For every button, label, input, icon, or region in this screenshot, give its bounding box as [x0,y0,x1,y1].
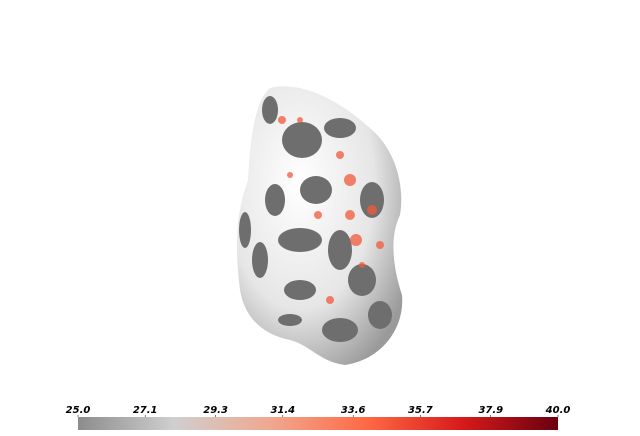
sulci [239,96,392,342]
tick-label: 29.3 [203,405,228,416]
tick-label: 35.7 [408,405,433,416]
tick-label: 27.1 [133,405,158,416]
tick-label: 40.0 [545,405,571,416]
tick-label: 25.0 [66,405,91,416]
brain-render [236,86,403,365]
activation-spots [278,116,384,304]
tick-label: 33.6 [341,405,366,416]
tick-label: 31.4 [270,405,295,416]
tick-label: 37.9 [478,405,503,416]
colorbar: 25.0 27.1 29.3 31.4 33.6 35.7 37.9 40.0 [66,405,571,430]
colorbar-gradient [78,417,558,430]
